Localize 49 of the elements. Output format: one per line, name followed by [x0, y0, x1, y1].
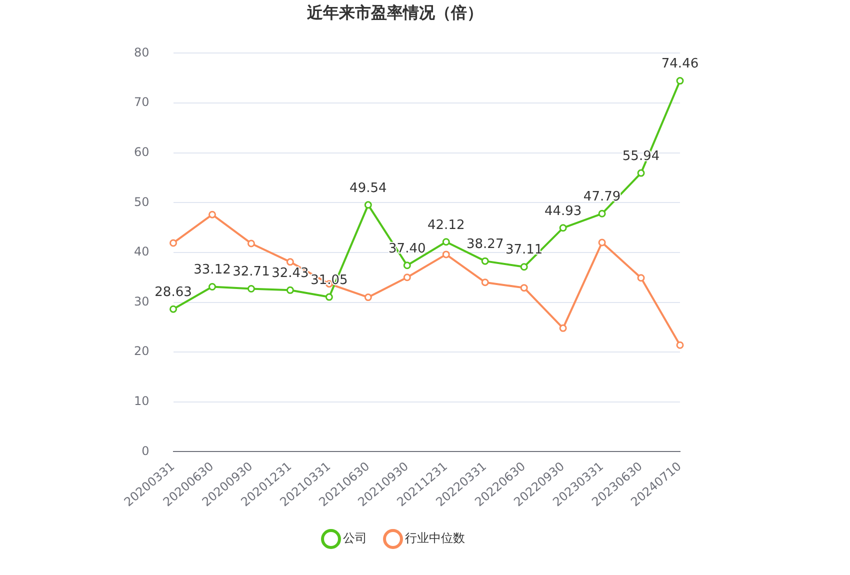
point — [170, 305, 178, 313]
point — [247, 285, 255, 293]
legend-label: 行业中位数 — [405, 531, 465, 546]
point — [208, 282, 216, 290]
point — [170, 239, 178, 247]
y-tick-label: 60 — [134, 144, 150, 159]
point — [676, 77, 684, 85]
point — [637, 169, 645, 177]
y-tick-label: 20 — [134, 344, 150, 358]
point — [559, 224, 567, 232]
y-tick-label: 70 — [134, 95, 150, 110]
data-label: 32.43 — [272, 266, 309, 282]
point — [286, 258, 294, 266]
point — [364, 201, 372, 209]
y-tick-label: 40 — [134, 244, 150, 259]
point — [325, 293, 333, 301]
y-tick-label: 30 — [134, 294, 150, 308]
point — [637, 274, 645, 282]
point — [598, 238, 606, 246]
data-label: 49.54 — [350, 180, 387, 196]
data-label: 37.11 — [505, 242, 543, 258]
point — [442, 250, 450, 258]
data-label: 32.71 — [232, 264, 270, 280]
point — [247, 240, 255, 248]
point — [208, 210, 216, 218]
point — [520, 284, 528, 292]
legend-label: 公司 — [343, 531, 367, 546]
point — [598, 210, 606, 218]
data-label: 28.63 — [154, 284, 192, 300]
data-label: 33.12 — [194, 262, 231, 278]
point — [559, 324, 567, 332]
y-tick-label: 80 — [134, 45, 150, 60]
point — [442, 238, 450, 246]
data-label: 44.93 — [544, 204, 582, 219]
point — [676, 341, 684, 349]
y-tick-label: 0 — [142, 444, 150, 458]
y-tick-label: 10 — [134, 394, 150, 408]
point — [481, 257, 489, 265]
chart-title: 近年来市盈率情况（倍） — [306, 2, 483, 22]
data-label: 42.12 — [428, 218, 465, 233]
point — [520, 263, 528, 271]
point — [403, 274, 411, 282]
data-label: 38.27 — [466, 236, 504, 252]
y-tick-label: 50 — [134, 194, 150, 209]
point — [481, 278, 489, 286]
point — [286, 286, 294, 294]
data-label: 74.46 — [661, 56, 699, 72]
point — [364, 294, 372, 302]
point — [403, 262, 411, 270]
